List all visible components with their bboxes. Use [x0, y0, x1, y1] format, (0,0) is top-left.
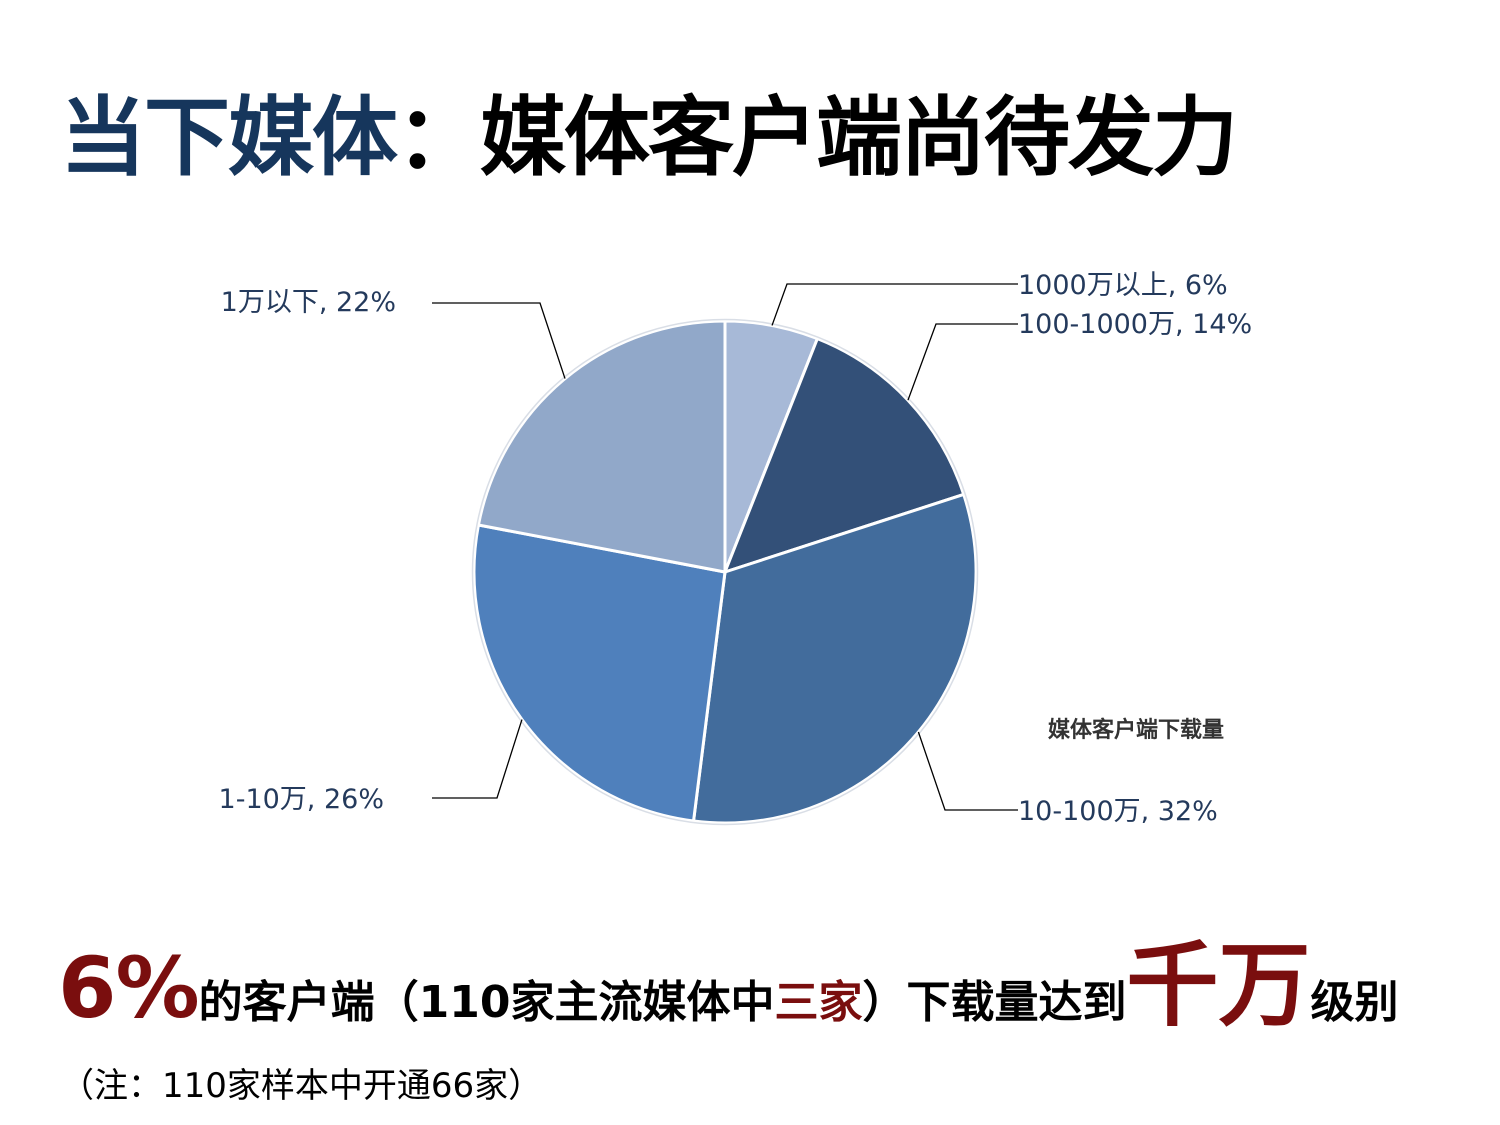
headline: 6%的客户端（110家主流媒体中三家）下载量达到千万级别 — [58, 940, 1399, 1032]
slice-label: 100-1000万, 14% — [1018, 309, 1252, 340]
pie-slices — [471, 318, 979, 826]
title-rest: ：媒体客户端尚待发力 — [396, 88, 1238, 188]
leader-line — [917, 731, 1018, 811]
chart-title: 媒体客户端下载量 — [1048, 717, 1224, 743]
page-title: 当下媒体：媒体客户端尚待发力 — [60, 95, 1238, 181]
pie-chart: 1000万以上, 6% 100-1000万, 14% 10-100万, 32% 1-1… — [219, 270, 1253, 827]
pie-slice — [476, 319, 727, 574]
headline-text-2: ）下载量达到 — [862, 977, 1127, 1028]
headline-highlight-tenmillion: 千万 — [1126, 932, 1311, 1039]
pie-slice — [691, 492, 978, 825]
headline-text-1: 的客户端（110家主流媒体中 — [198, 977, 775, 1028]
slice-label: 1000万以上, 6% — [1018, 270, 1228, 301]
headline-text-3: 级别 — [1310, 977, 1399, 1028]
leader-lines — [432, 283, 1018, 811]
pie-slice — [472, 523, 727, 823]
slice-label: 1万以下, 22% — [221, 287, 396, 318]
pie-outline — [471, 318, 979, 826]
leader-line — [771, 283, 1018, 326]
slice-label: 1-10万, 26% — [219, 784, 384, 815]
headline-highlight-three: 三家 — [774, 977, 863, 1028]
slice-labels: 1000万以上, 6% 100-1000万, 14% 10-100万, 32% 1-1… — [219, 270, 1253, 827]
leader-line — [432, 302, 566, 379]
footnote: （注：110家样本中开通66家） — [60, 1066, 543, 1106]
slice-label: 10-100万, 32% — [1018, 796, 1218, 827]
leader-line — [907, 323, 1018, 401]
title-highlight: 当下媒体 — [60, 88, 398, 188]
headline-percent: 6% — [58, 939, 200, 1037]
leader-line — [432, 719, 523, 799]
